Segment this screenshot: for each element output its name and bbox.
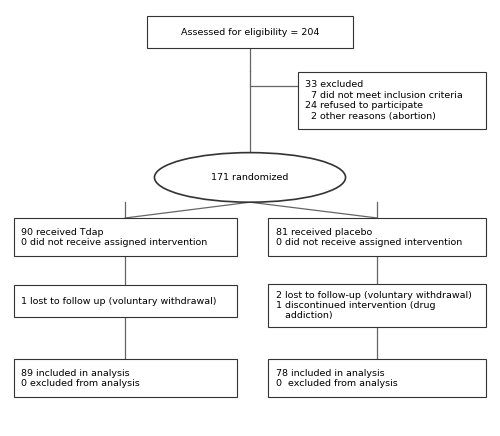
Ellipse shape — [154, 153, 346, 202]
FancyBboxPatch shape — [14, 285, 236, 317]
Text: 33 excluded
  7 did not meet inclusion criteria
24 refused to participate
  2 ot: 33 excluded 7 did not meet inclusion cri… — [305, 80, 463, 121]
FancyBboxPatch shape — [14, 359, 236, 398]
Text: 89 included in analysis
0 excluded from analysis: 89 included in analysis 0 excluded from … — [21, 368, 140, 388]
Text: 90 received Tdap
0 did not receive assigned intervention: 90 received Tdap 0 did not receive assig… — [21, 228, 207, 247]
Text: 2 lost to follow-up (voluntary withdrawal)
1 discontinued intervention (drug
   : 2 lost to follow-up (voluntary withdrawa… — [276, 291, 471, 320]
FancyBboxPatch shape — [14, 218, 236, 256]
FancyBboxPatch shape — [268, 359, 486, 398]
Text: 1 lost to follow up (voluntary withdrawal): 1 lost to follow up (voluntary withdrawa… — [21, 297, 216, 306]
Text: 171 randomized: 171 randomized — [212, 173, 288, 182]
Text: 81 received placebo
0 did not receive assigned intervention: 81 received placebo 0 did not receive as… — [276, 228, 462, 247]
FancyBboxPatch shape — [147, 16, 353, 48]
FancyBboxPatch shape — [298, 72, 486, 129]
Text: 78 included in analysis
0  excluded from analysis: 78 included in analysis 0 excluded from … — [276, 368, 398, 388]
FancyBboxPatch shape — [268, 284, 486, 327]
Text: Assessed for eligibility = 204: Assessed for eligibility = 204 — [181, 27, 319, 37]
FancyBboxPatch shape — [268, 218, 486, 256]
